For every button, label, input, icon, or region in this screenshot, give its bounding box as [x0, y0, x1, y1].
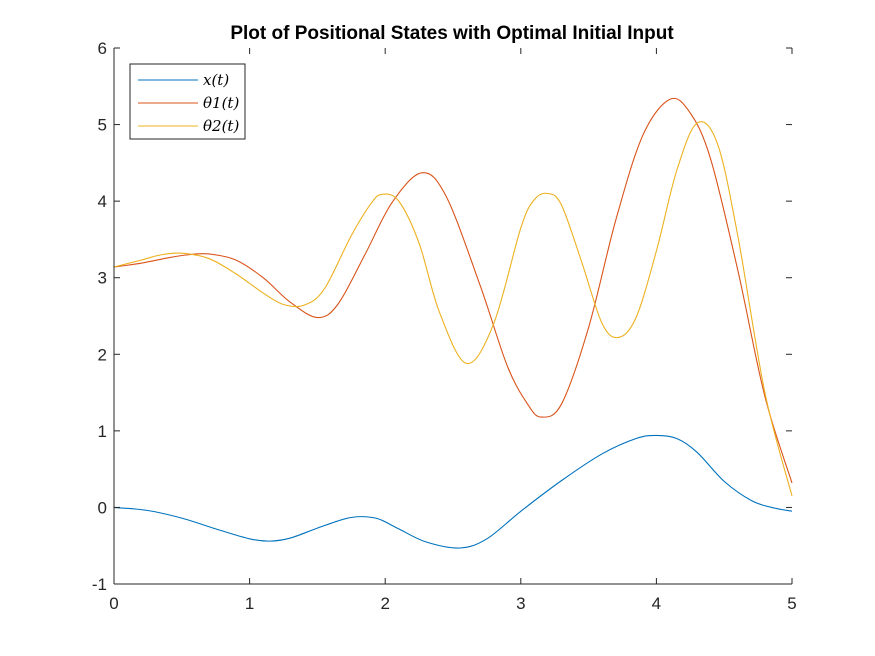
y-tick-label: 1 — [98, 422, 107, 441]
y-tick-label: 0 — [98, 498, 107, 517]
x-tick-label: 3 — [516, 594, 525, 613]
y-tick-label: 5 — [98, 116, 107, 135]
y-tick-label: 4 — [98, 192, 107, 211]
legend-label-2: θ1(t) — [203, 94, 239, 112]
y-tick-label: -1 — [92, 575, 107, 594]
x-tick-label: 5 — [787, 594, 796, 613]
chart-title: Plot of Positional States with Optimal I… — [230, 23, 674, 44]
x-tick-label: 1 — [245, 594, 254, 613]
x-tick-label: 4 — [652, 594, 661, 613]
legend-label-3: θ2(t) — [203, 117, 239, 135]
y-ticks: -1 0 1 2 3 4 5 6 — [92, 39, 792, 594]
legend-label-1: x(t) — [203, 71, 229, 89]
series-line-1 — [113, 434, 793, 549]
legend: x(t) θ1(t) θ2(t) — [129, 63, 246, 140]
y-tick-label: 6 — [98, 39, 107, 58]
y-tick-label: 3 — [98, 269, 107, 288]
series-line-2 — [113, 97, 793, 484]
x-tick-label: 2 — [380, 594, 389, 613]
series-line-3 — [113, 121, 793, 497]
legend-entries: x(t) θ1(t) θ2(t) — [138, 71, 239, 135]
x-tick-label: 0 — [109, 594, 118, 613]
axes — [113, 48, 792, 585]
plot-series — [113, 97, 793, 549]
x-ticks: 0 1 2 3 4 5 — [109, 48, 797, 613]
y-tick-label: 2 — [98, 345, 107, 364]
